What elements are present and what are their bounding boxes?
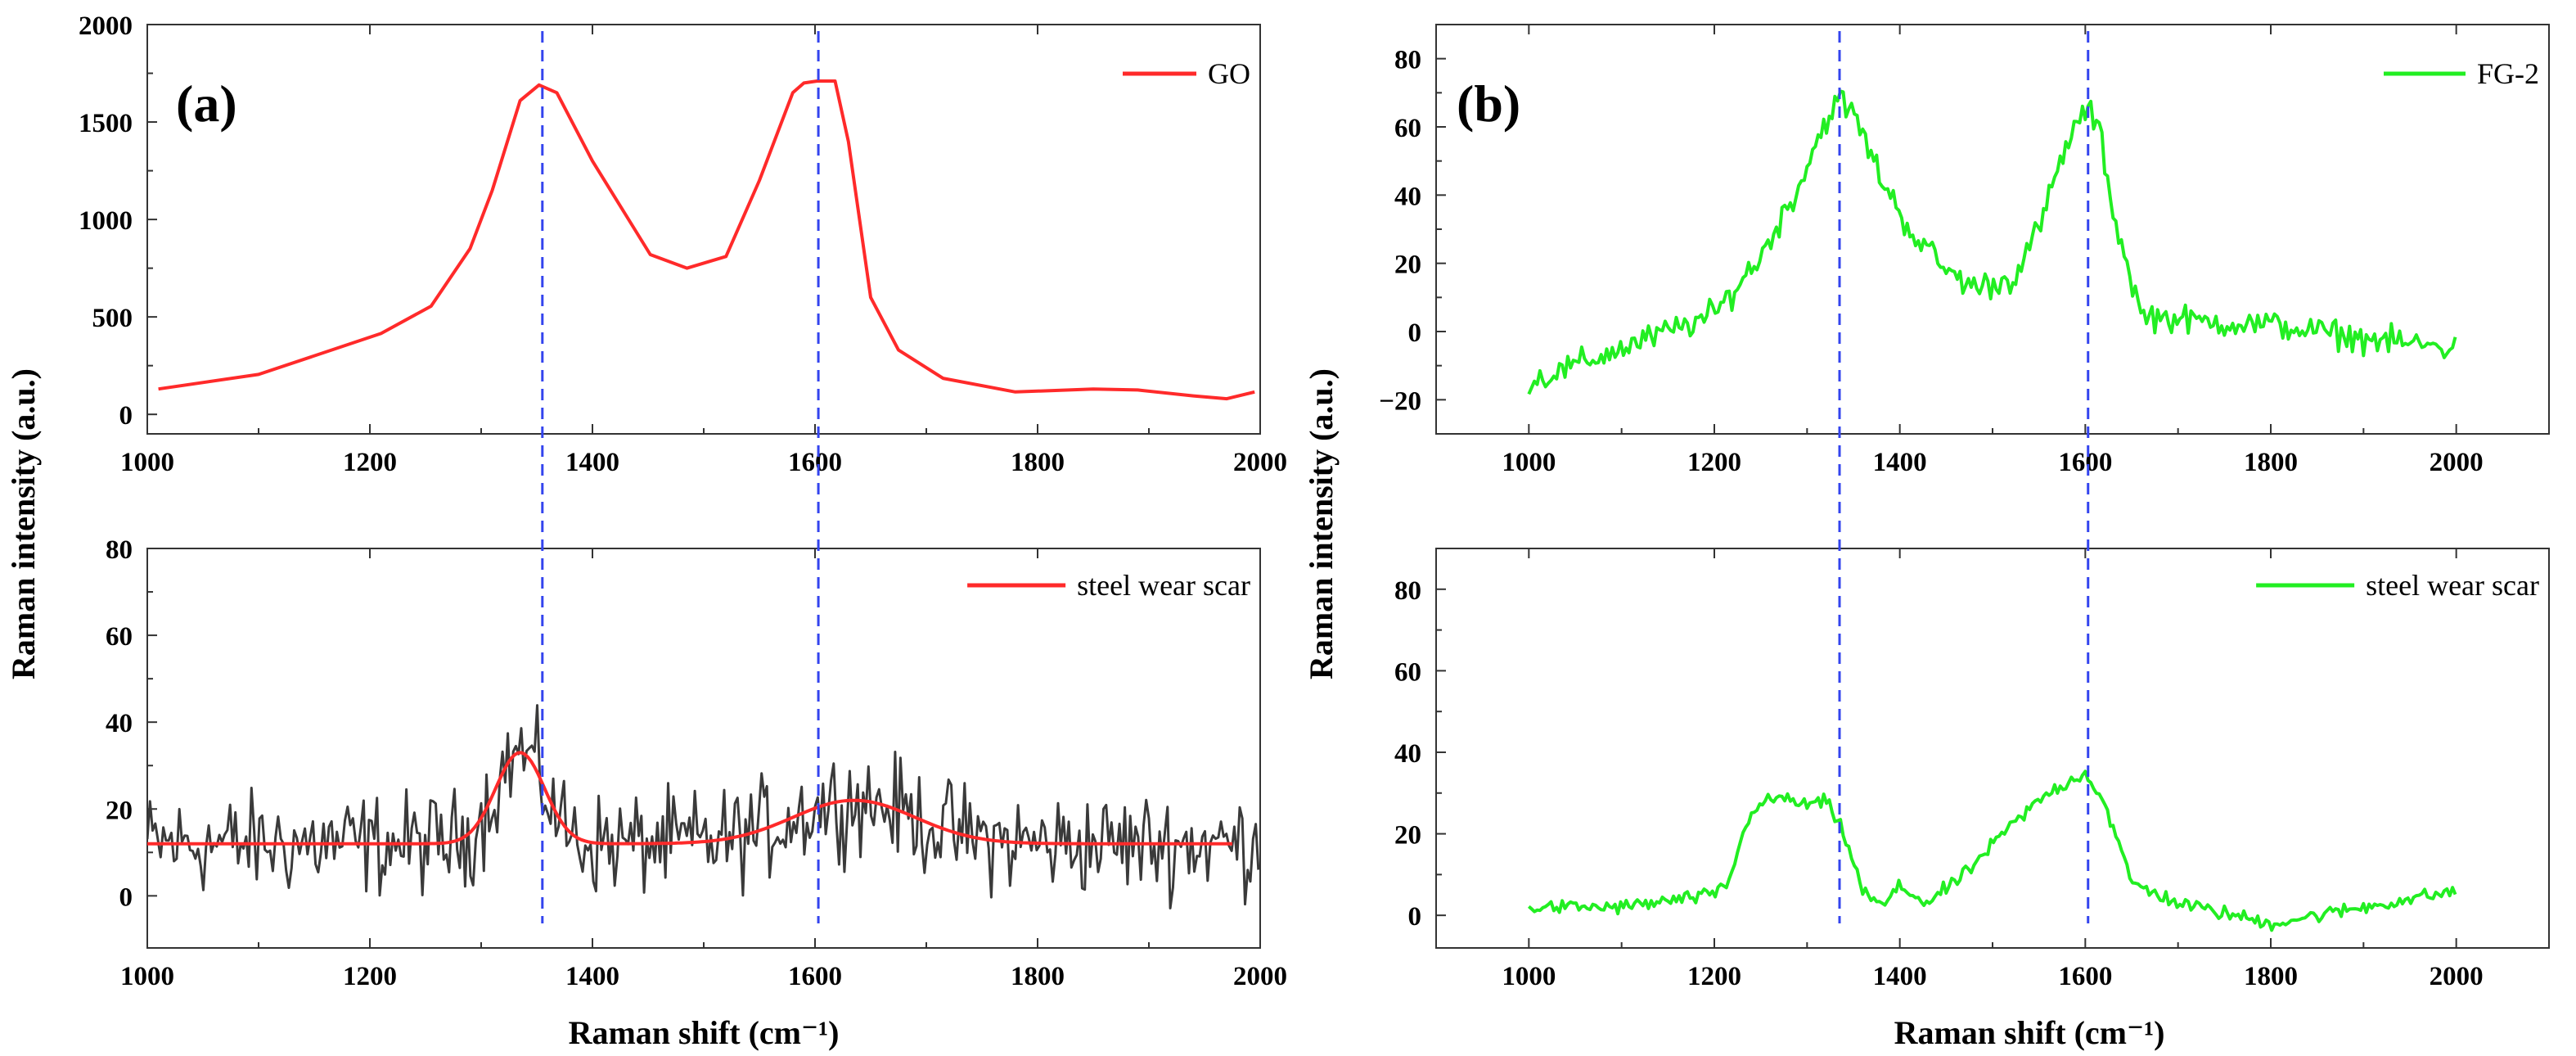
x-tick-label-a-top: 1800 [1011,448,1065,477]
plot-frame-b-top [1435,24,2550,435]
y-tick-label-b-top: −20 [1379,386,1421,416]
x-tick-label-b-bottom: 1000 [1502,962,1556,991]
y-tick-label-a-top: 1500 [79,109,133,138]
x-tick-label-b-top: 2000 [2430,448,2484,477]
x-tick-label-b-bottom: 2000 [2430,962,2484,991]
series-line-go [158,79,1255,401]
legend-label-a-bottom: steel wear scar [1077,569,1250,602]
y-tick-label-a-top: 500 [92,304,133,333]
panel-label-b-top: (b) [1457,74,1520,133]
x-tick-label-a-top: 1400 [565,448,619,477]
x-tick-label-a-top: 2000 [1233,448,1287,477]
panel-label-a-top: (a) [176,74,237,133]
x-tick-label-b-top: 1600 [2058,448,2112,477]
x-tick-label-b-top: 1800 [2244,448,2298,477]
ylabel-right: Raman intensity (a.u.) [1303,368,1340,679]
x-tick-label-a-bottom: 2000 [1233,962,1287,991]
series-line-steel-wear-scar [1528,769,2457,932]
x-tick-label-b-bottom: 1200 [1687,962,1741,991]
series-line-steel-wear-scar [147,751,1232,846]
series-group-a-bottom [147,704,1260,909]
plot-frame-a-top [146,24,1261,435]
plot-frame-b-bottom [1435,548,2550,949]
plot-frame-a-bottom [146,548,1261,949]
y-tick-label-a-bottom: 20 [106,796,133,825]
y-tick-label-a-bottom: 80 [106,535,133,565]
y-tick-label-a-top: 0 [119,401,133,431]
y-tick-label-b-bottom: 20 [1394,821,1421,851]
y-tick-label-a-bottom: 0 [119,882,133,912]
x-tick-label-a-bottom: 1400 [565,962,619,991]
legend-label-b-top: FG-2 [2477,57,2539,90]
x-tick-label-b-top: 1400 [1873,448,1927,477]
panels: 1000 1200 1400 1600 1800 20000500100015002000… [79,11,2550,991]
legend-label-b-bottom: steel wear scar [2366,569,2539,602]
x-tick-label-a-bottom: 1000 [120,962,174,991]
panel-b-top: 1000 1200 1400 1600 1800 2000 −20 0 20 40 60 80 FG-2… [1379,24,2550,477]
series-group-b-bottom [1528,769,2457,932]
series-line-raw-data [147,704,1260,909]
y-tick-label-b-bottom: 0 [1408,902,1422,932]
y-tick-label-b-bottom: 40 [1394,739,1421,769]
ylabel-left: Raman intensity (a.u.) [5,368,42,679]
reference-lines [541,31,2090,923]
x-tick-label-b-bottom: 1400 [1873,962,1927,991]
axis-labels: Raman intensity (a.u.) Raman intensity (… [5,368,2164,1051]
panel-a-top: 1000 1200 1400 1600 1800 2000 0 500 1000 1500 2000… [79,11,1287,477]
y-tick-label-b-bottom: 60 [1394,657,1421,687]
x-tick-label-a-top: 1000 [120,448,174,477]
series-group-b-top [1527,89,2457,395]
xlabel-left: Raman shift (cm⁻¹) [569,1014,840,1051]
x-tick-label-b-bottom: 1600 [2058,962,2112,991]
x-tick-label-a-top: 1200 [343,448,397,477]
y-tick-label-b-top: 0 [1408,318,1422,348]
y-tick-label-a-bottom: 40 [106,709,133,738]
y-tick-label-b-top: 80 [1394,46,1421,75]
y-tick-label-b-top: 20 [1394,250,1421,280]
y-tick-label-a-top: 2000 [79,11,133,41]
x-tick-label-b-bottom: 1800 [2244,962,2298,991]
xlabel-right: Raman shift (cm⁻¹) [1894,1014,2165,1051]
x-tick-label-a-bottom: 1600 [788,962,842,991]
series-line-fg-2 [1527,89,2457,395]
x-tick-label-b-top: 1000 [1502,448,1556,477]
x-tick-label-a-bottom: 1200 [343,962,397,991]
panel-b-bottom: 1000 1200 1400 1600 1800 2000 0 20 40 60 80 steel w… [1394,548,2550,991]
x-tick-label-a-top: 1600 [788,448,842,477]
legend-label-a-top: GO [1208,57,1250,90]
y-tick-label-b-top: 60 [1394,114,1421,143]
series-group-a-top [158,79,1255,401]
y-tick-label-a-bottom: 60 [106,622,133,652]
y-tick-label-a-top: 1000 [79,206,133,236]
x-tick-label-b-top: 1200 [1687,448,1741,477]
x-tick-label-a-bottom: 1800 [1011,962,1065,991]
y-tick-label-b-top: 40 [1394,182,1421,211]
y-tick-label-b-bottom: 80 [1394,576,1421,606]
panel-a-bottom: 1000 1200 1400 1600 1800 2000 0 20 40 60 80 steel w… [106,535,1287,991]
